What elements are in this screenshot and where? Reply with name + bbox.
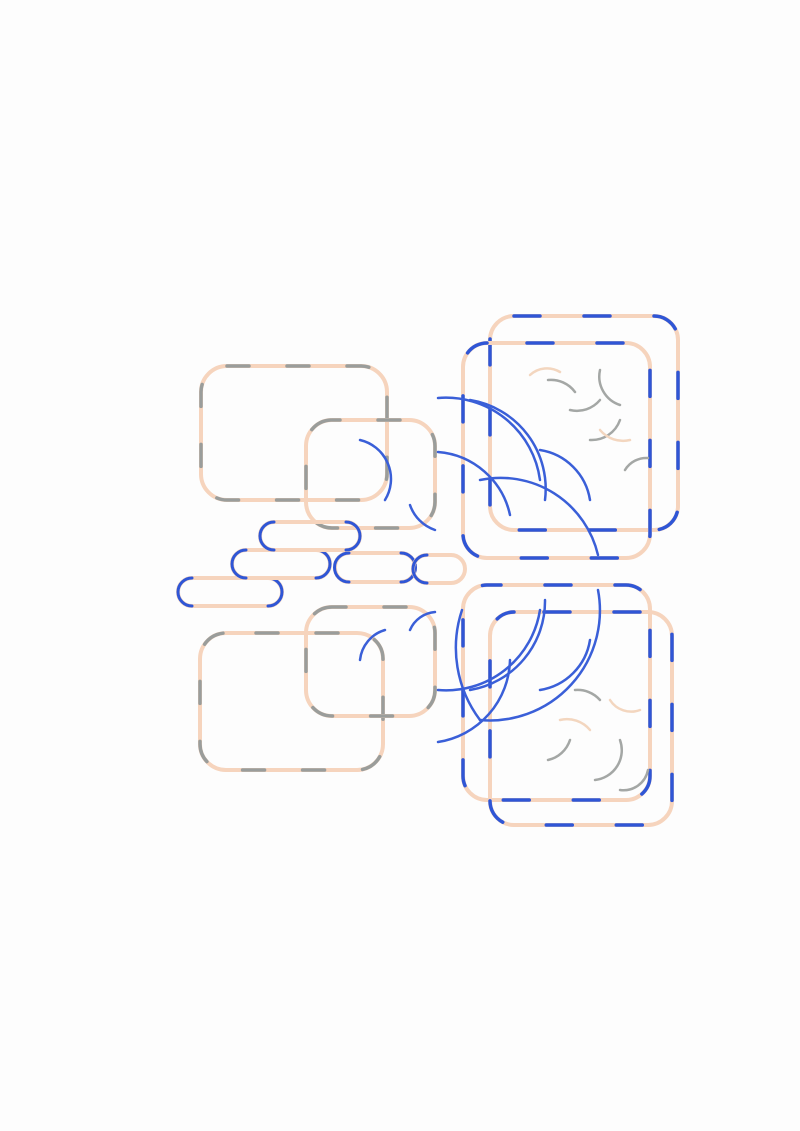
arc: [436, 396, 542, 482]
arc: [436, 608, 542, 692]
arc: [573, 688, 602, 702]
pill-ends: [258, 520, 362, 552]
square-dashes: [488, 314, 680, 532]
arc: [478, 588, 602, 722]
square-dashes: [461, 583, 652, 802]
arc: [454, 608, 482, 722]
arc: [558, 717, 592, 732]
right-squares: [461, 314, 680, 827]
arc: [408, 610, 437, 632]
arc: [546, 738, 572, 762]
square-dashes: [304, 418, 437, 530]
square-dashes: [198, 631, 385, 772]
pills: [176, 520, 467, 608]
pill-ends: [411, 553, 429, 585]
arc: [598, 368, 622, 407]
arc: [408, 503, 437, 532]
left-squares: [198, 364, 437, 772]
arc: [478, 476, 600, 557]
arc: [468, 598, 547, 692]
arc: [546, 378, 577, 394]
arc: [618, 768, 650, 792]
arc: [598, 428, 632, 443]
arc: [358, 438, 393, 502]
square-dashes: [304, 605, 437, 718]
square-dashes: [488, 610, 674, 827]
arc: [588, 418, 622, 442]
square-dashes: [199, 364, 389, 502]
arc: [593, 738, 623, 782]
arc: [358, 628, 387, 662]
pill-ends: [333, 551, 417, 584]
arc: [623, 456, 650, 472]
arc: [436, 450, 512, 517]
arc: [468, 398, 547, 502]
arc: [568, 398, 602, 413]
arc: [436, 658, 512, 744]
arc: [528, 367, 562, 377]
arc: [608, 698, 642, 713]
arc: [538, 638, 592, 692]
square-dashes: [461, 341, 652, 560]
arc: [538, 448, 592, 502]
arcs: [358, 367, 650, 792]
